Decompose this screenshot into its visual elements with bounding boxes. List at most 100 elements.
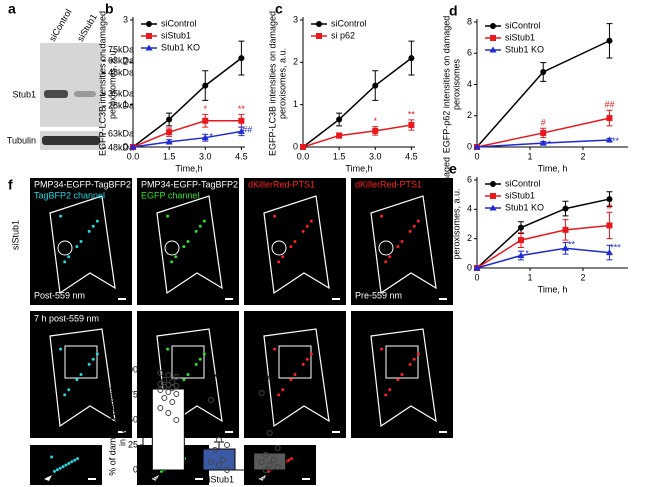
y-tick-label: 3 xyxy=(123,14,128,24)
channel-label: EGFP channel xyxy=(141,190,199,200)
band xyxy=(42,136,100,145)
y-axis-label: % of damaged peroxisomes xyxy=(107,364,117,476)
y-tick-label: 6 xyxy=(467,174,472,184)
y-tick-label: 6 xyxy=(467,48,472,58)
speckle xyxy=(186,373,190,376)
speckle xyxy=(305,224,309,228)
arrowhead xyxy=(151,475,159,481)
cell-outline xyxy=(49,328,116,428)
roi xyxy=(378,240,394,256)
speckle xyxy=(194,229,198,233)
y-tick-label: 25 xyxy=(128,439,138,449)
y-tick-label: 0 xyxy=(133,464,138,474)
data-point xyxy=(539,139,547,146)
y-tick-label: 3 xyxy=(293,14,298,24)
data-point xyxy=(157,387,164,393)
speckle xyxy=(400,373,404,376)
image-title: PMP34-EGFP-TagBFP2 xyxy=(141,179,238,189)
legend-label: siStub1 xyxy=(161,30,191,40)
marker-label: 48kDa xyxy=(108,142,134,152)
marker-label: 75kDa xyxy=(108,44,134,54)
significance: * xyxy=(547,139,551,149)
legend-marker xyxy=(489,46,497,53)
speckle xyxy=(50,455,54,459)
speckle xyxy=(194,362,198,366)
x-tick-label: 1 xyxy=(527,272,532,282)
speckle xyxy=(91,224,95,228)
significance: ** xyxy=(612,136,620,146)
data-point xyxy=(237,127,245,134)
cell-outline xyxy=(49,195,116,295)
data-point xyxy=(274,464,281,470)
series-line xyxy=(302,124,412,148)
blot xyxy=(40,43,102,127)
speckle xyxy=(384,260,388,264)
significance: ** xyxy=(238,104,246,114)
speckle xyxy=(416,352,420,356)
legend-label: Stub1 KO xyxy=(161,42,200,52)
y-tick-label: 0 xyxy=(467,262,472,272)
speckle xyxy=(301,362,305,366)
image-title: dKillerRed-PTS1 xyxy=(248,179,315,189)
legend-label: siStub1 xyxy=(505,32,535,42)
chart-title: c xyxy=(275,1,283,17)
speckle xyxy=(67,388,71,392)
band xyxy=(74,91,96,97)
row-label: siStub1 xyxy=(10,220,20,250)
legend-marker xyxy=(489,204,497,211)
marker-label: 63kDa xyxy=(108,128,134,138)
y-tick-label: 2 xyxy=(467,110,472,120)
y-tick-label: 2 xyxy=(467,233,472,243)
series-line xyxy=(476,224,610,269)
y-tick-label: 2 xyxy=(293,57,298,67)
speckle xyxy=(76,457,80,461)
legend-marker xyxy=(490,23,496,29)
significance: ## xyxy=(242,124,252,134)
data-point xyxy=(157,381,164,387)
roi xyxy=(278,345,312,379)
x-tick-label: siStub1 xyxy=(204,474,234,484)
speckle xyxy=(202,219,206,223)
speckle xyxy=(186,240,190,243)
data-point xyxy=(258,390,265,396)
arrowhead xyxy=(44,475,52,481)
speckle xyxy=(396,245,400,249)
data-point xyxy=(270,457,277,463)
legend-label: si p62 xyxy=(331,30,355,40)
significance: * xyxy=(374,116,378,126)
data-point xyxy=(562,226,569,233)
channel-label: TagBFP2 channel xyxy=(34,190,105,200)
data-point xyxy=(300,144,306,150)
data-point xyxy=(606,37,613,44)
speckle xyxy=(64,463,68,467)
data-point xyxy=(169,399,176,405)
y-axis-label: EGFP-LC3B intensities on damaged xyxy=(267,11,277,156)
data-point xyxy=(161,395,168,401)
data-point xyxy=(473,264,481,271)
legend-label: siControl xyxy=(331,18,367,28)
scale-bar xyxy=(439,298,447,300)
data-point xyxy=(157,370,164,376)
legend-label: siControl xyxy=(161,18,197,28)
data-point xyxy=(161,377,168,383)
legend-label: siStub1 xyxy=(505,190,535,200)
cell-outline xyxy=(263,195,330,295)
scale-bar xyxy=(225,298,233,300)
x-tick-label: 0 xyxy=(474,151,479,161)
scale-bar xyxy=(195,478,203,480)
data-point xyxy=(161,384,168,390)
speckle xyxy=(63,393,67,397)
y-tick-label: 0 xyxy=(467,141,472,151)
data-point xyxy=(173,417,180,423)
scale-bar xyxy=(88,478,96,480)
series-line xyxy=(132,57,242,148)
speckle xyxy=(408,362,412,366)
speckle xyxy=(182,245,186,249)
data-point xyxy=(166,129,173,136)
chart-title: g xyxy=(115,351,124,367)
data-point xyxy=(606,115,613,122)
significance: ## xyxy=(604,100,614,110)
scale-bar xyxy=(118,431,126,433)
legend-label: siControl xyxy=(505,20,541,30)
chart-title: b xyxy=(105,1,114,17)
